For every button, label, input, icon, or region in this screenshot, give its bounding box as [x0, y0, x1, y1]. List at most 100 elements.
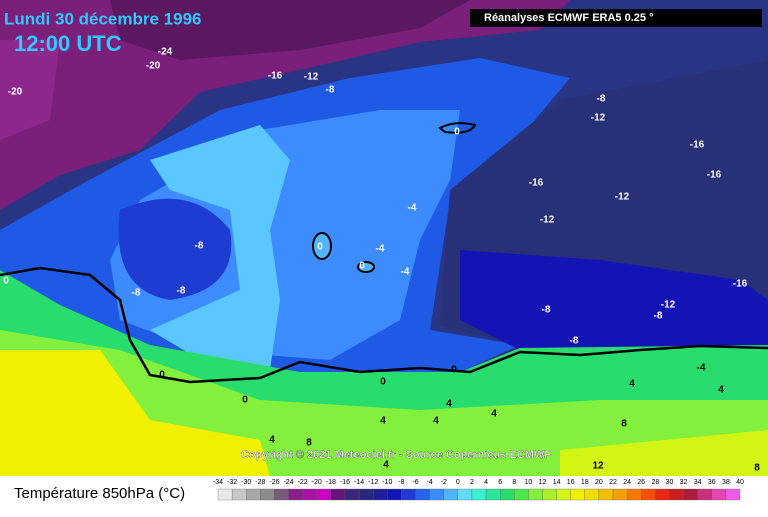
- colorbar: -34 -32 -30 -28 -26 -24 -22 -20 -18 -16 -14 -12 -10-…: [213, 479, 744, 501]
- legend-tick: -28: [255, 479, 265, 486]
- ocean-low: [118, 198, 232, 300]
- color-swatch: [260, 488, 275, 501]
- contour-label: -24: [158, 47, 173, 58]
- color-swatch: [584, 488, 600, 501]
- time: 12:00 UTC: [14, 31, 122, 56]
- legend-tick: 30: [666, 479, 674, 486]
- date: Lundi 30 décembre 1996: [4, 9, 201, 28]
- contour-label: 8: [621, 419, 627, 430]
- color-swatch: [246, 488, 261, 501]
- legend-tick: -34: [213, 479, 223, 486]
- legend-tick: 26: [637, 479, 645, 486]
- legend-tick: -10: [382, 479, 392, 486]
- contour-label: 0: [454, 127, 460, 138]
- color-swatch: [344, 488, 360, 501]
- contour-label: 0: [3, 276, 9, 287]
- contour-label: -8: [597, 94, 606, 105]
- color-swatch: [711, 488, 727, 501]
- source: Réanalyses ECMWF ERA5 0.25 °: [484, 12, 653, 24]
- contour-label: -12: [591, 113, 606, 124]
- land-cold-band: [460, 250, 768, 350]
- legend-tick: 16: [567, 479, 575, 486]
- legend-tick: -6: [412, 479, 418, 486]
- color-swatch: [528, 488, 543, 501]
- legend-tick: 10: [524, 479, 532, 486]
- legend-tick: 8: [512, 479, 516, 486]
- contour-label: 0: [451, 365, 457, 376]
- contour-label: -16: [733, 279, 748, 290]
- legend-tick: 34: [694, 479, 702, 486]
- legend-tick: -20: [312, 479, 322, 486]
- color-swatch: [316, 488, 332, 501]
- contour-label: -12: [661, 300, 676, 311]
- legend-tick: 12: [539, 479, 547, 486]
- contour: [438, 122, 477, 134]
- legend-tick: -26: [269, 479, 279, 486]
- contour-label: -4: [697, 363, 706, 374]
- land-hot: [0, 350, 270, 476]
- contour-label: 0: [380, 377, 386, 388]
- color-swatch: [556, 488, 571, 501]
- contour-label: 0: [242, 395, 248, 406]
- color-swatch: [429, 488, 444, 501]
- contour-label: -16: [690, 140, 705, 151]
- contour-label: -8: [654, 311, 663, 322]
- legend-tick: 6: [498, 479, 502, 486]
- color-swatch: [570, 488, 585, 501]
- legend-tick: -2: [441, 479, 447, 486]
- legend-tick: -16: [340, 479, 350, 486]
- color-swatch: [471, 488, 487, 501]
- color-swatch: [542, 488, 557, 501]
- contour-label: -8: [542, 305, 551, 316]
- contour: [357, 261, 375, 273]
- contour-label: 4: [383, 460, 389, 471]
- color-swatch: [358, 488, 374, 501]
- color-swatch: [683, 488, 698, 501]
- color-swatch: [500, 488, 515, 501]
- color-swatch: [655, 488, 670, 501]
- contour-label: -8: [326, 85, 335, 96]
- legend-tick: 2: [470, 479, 474, 486]
- contour-label: -16: [707, 170, 722, 181]
- contour-label: 4: [446, 399, 452, 410]
- color-swatch: [669, 488, 684, 501]
- contour-label: 4: [380, 416, 386, 427]
- contour-label: -4: [376, 244, 385, 255]
- color-swatch: [725, 488, 741, 501]
- contour: [312, 232, 332, 260]
- contour-label: 0: [317, 242, 323, 253]
- legend-tick: 14: [553, 479, 561, 486]
- legend-tick: -18: [326, 479, 336, 486]
- contour-label: -4: [408, 203, 417, 214]
- contour-label: -20: [8, 87, 23, 98]
- color-swatch: [626, 488, 642, 501]
- map: [0, 0, 768, 476]
- legend-tick: -22: [298, 479, 308, 486]
- contour-label: 4: [491, 409, 497, 420]
- color-swatch: [457, 488, 473, 501]
- color-swatch: [330, 488, 346, 501]
- contour-label: -8: [570, 336, 579, 347]
- color-swatch: [288, 488, 303, 501]
- legend-tick: -4: [427, 479, 433, 486]
- contour-label: 12: [592, 461, 604, 472]
- contour-label: 4: [629, 379, 635, 390]
- color-swatch: [697, 488, 712, 501]
- color-swatch: [443, 488, 458, 501]
- contour-label: 0: [359, 261, 365, 272]
- contour-label: 4: [269, 435, 275, 446]
- contour-label: 8: [754, 463, 760, 474]
- ocean-band: [150, 125, 290, 370]
- color-swatch: [598, 488, 614, 501]
- legend-tick: -30: [241, 479, 251, 486]
- color-swatch: [514, 488, 529, 501]
- zero-isotherm: [0, 266, 768, 384]
- color-swatch: [302, 488, 317, 501]
- contour-label: -12: [304, 72, 319, 83]
- land-warm: [560, 430, 768, 476]
- color-swatch: [373, 488, 388, 501]
- cold-region: [0, 0, 570, 210]
- legend-tick: 36: [708, 479, 716, 486]
- legend-tick: 38: [722, 479, 730, 486]
- color-swatch: [415, 488, 430, 501]
